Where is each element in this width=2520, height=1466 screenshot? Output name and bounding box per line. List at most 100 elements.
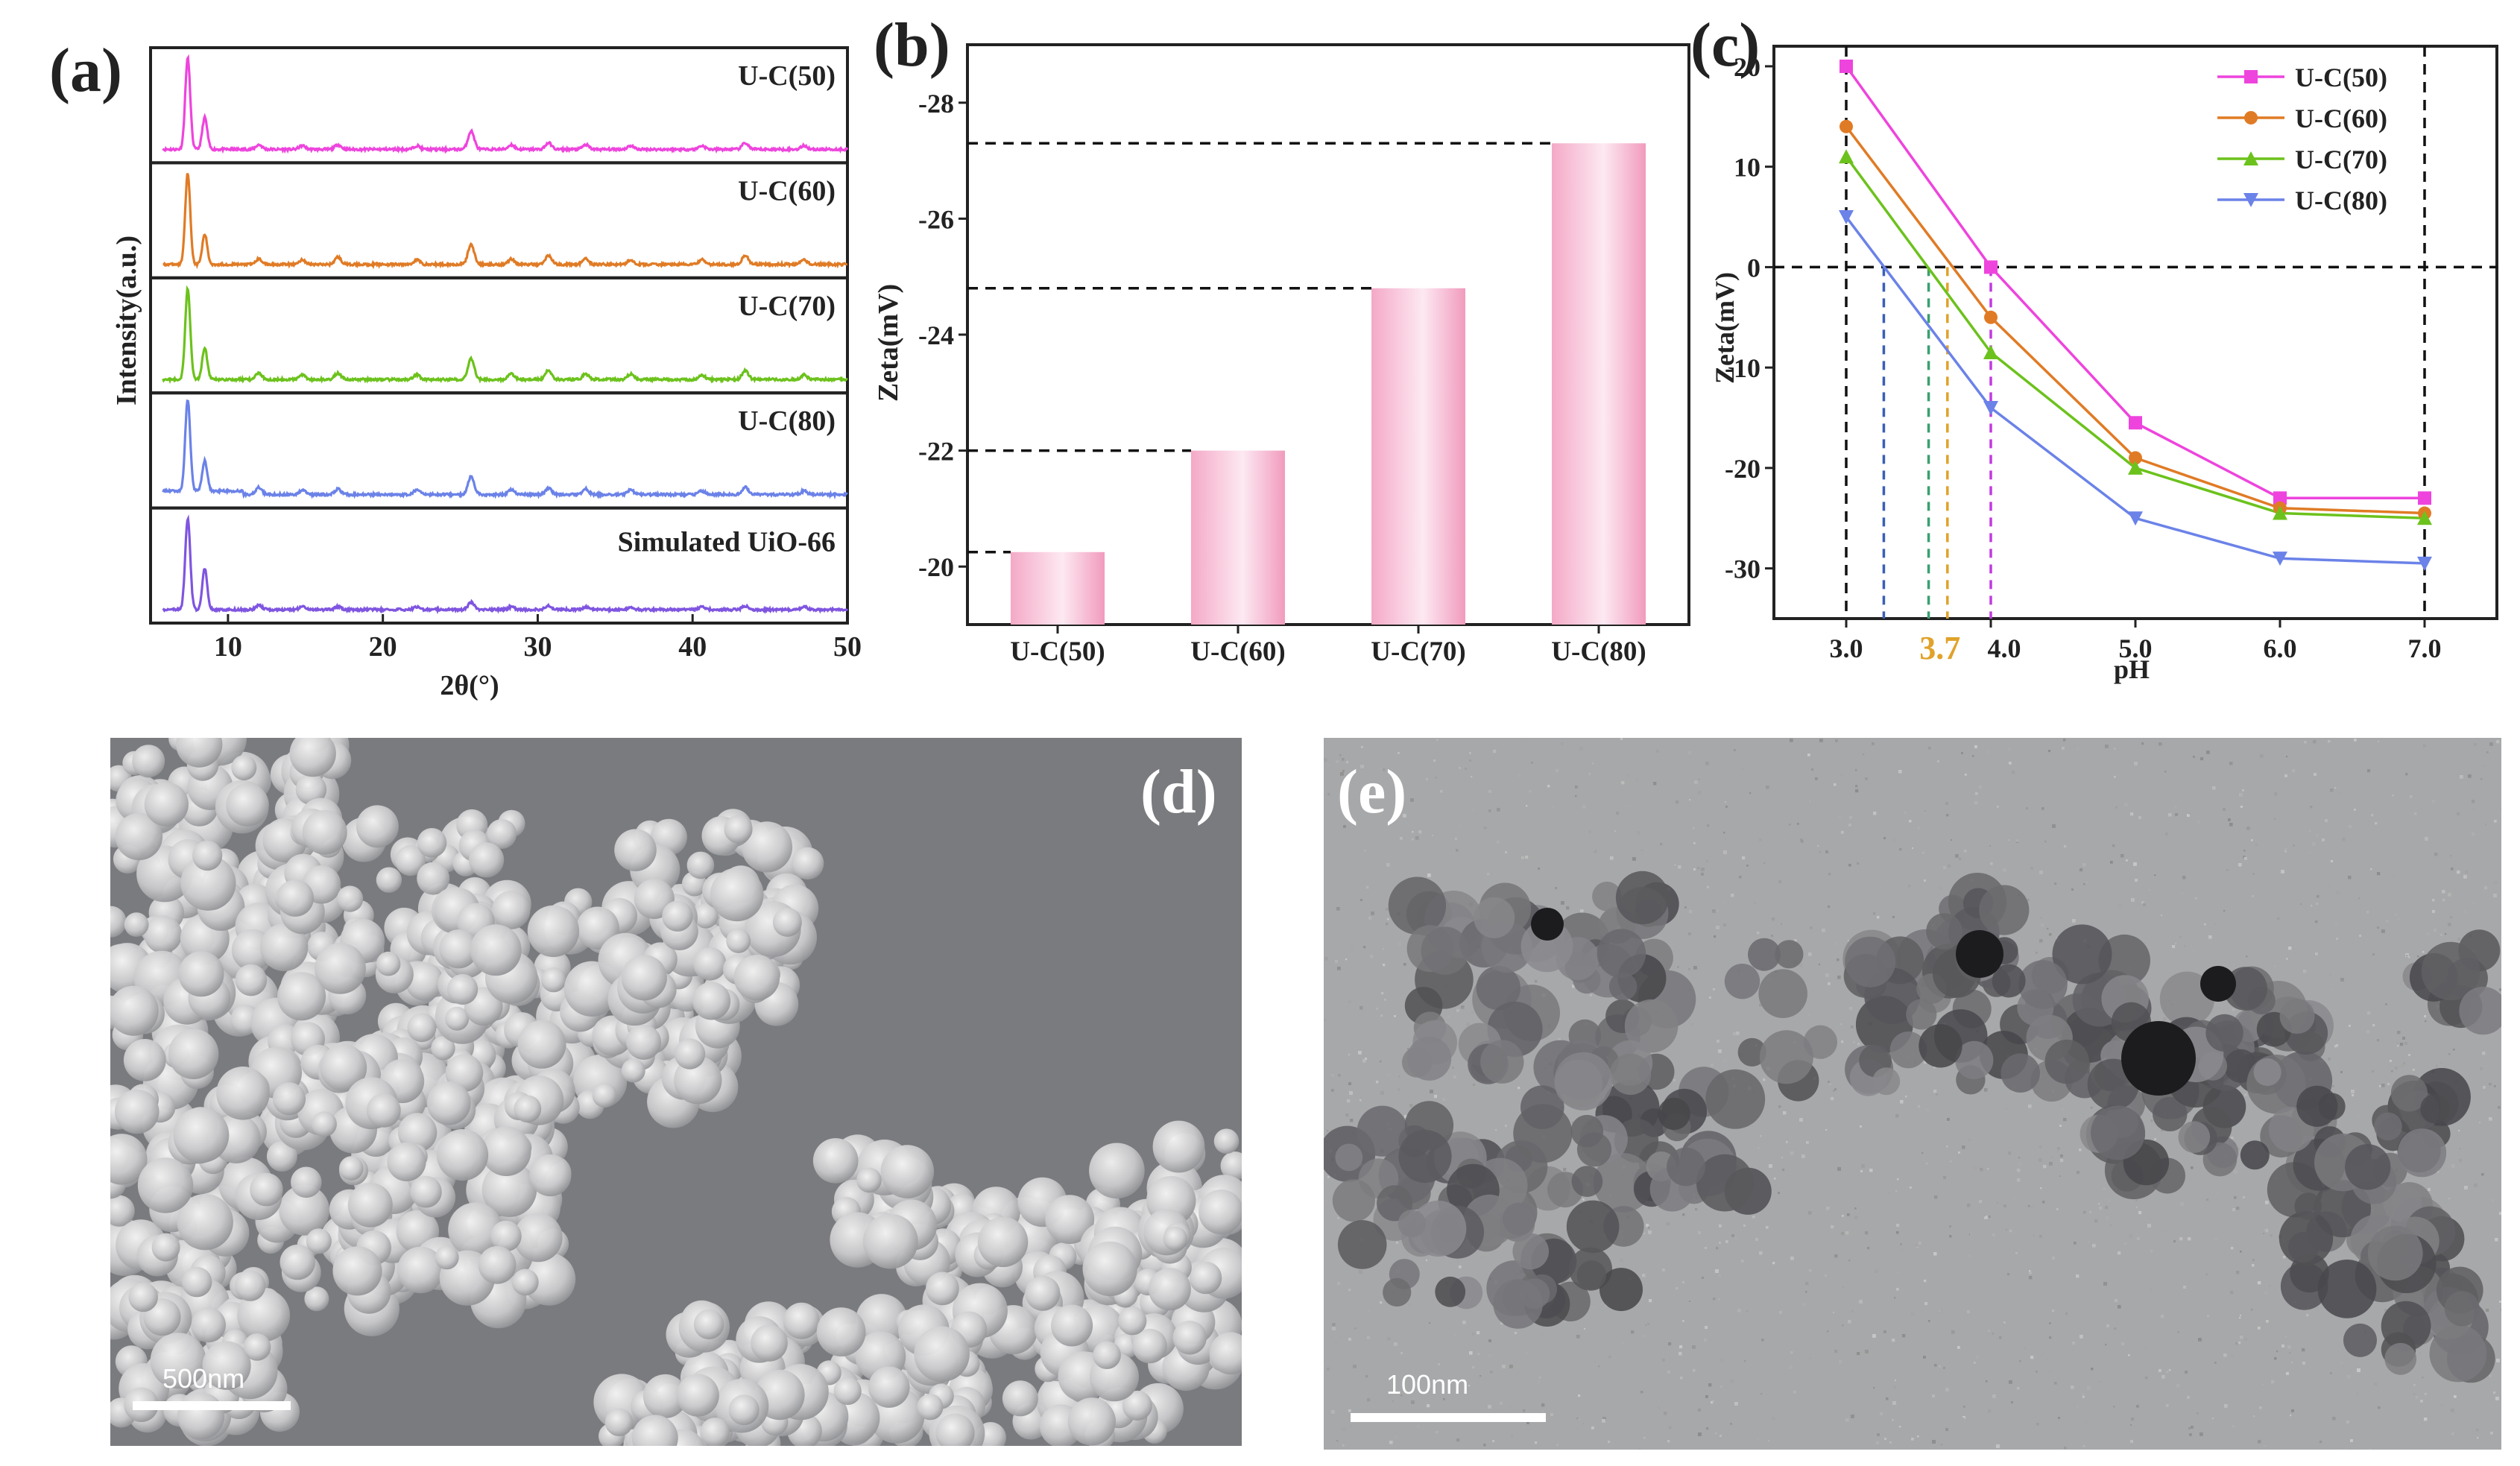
tem-noise: [2052, 824, 2056, 828]
tem-noise: [1828, 873, 1831, 876]
tem-noise: [1386, 863, 1390, 867]
tem-noise: [1725, 1240, 1728, 1243]
tem-noise: [2205, 1273, 2208, 1276]
sem-particle: [260, 923, 309, 972]
tem-noise: [1572, 985, 1576, 988]
sem-particle: [1172, 1321, 1207, 1355]
tem-noise: [1717, 909, 1720, 912]
tem-noise: [1688, 968, 1690, 970]
sem-particle: [202, 1341, 251, 1390]
tem-noise: [2214, 1175, 2217, 1179]
tem-noise: [2077, 1171, 2080, 1174]
tem-noise: [2330, 1372, 2332, 1374]
tem-noise: [1921, 1152, 1924, 1154]
tem-noise: [1443, 1398, 1445, 1400]
tem-noise: [2244, 1338, 2248, 1342]
sem-particle: [417, 828, 447, 858]
tem-noise: [1937, 760, 1939, 762]
tem-noise: [1327, 793, 1330, 796]
tem-noise: [1970, 1232, 1974, 1236]
tem-noise: [2150, 1289, 2153, 1291]
sem-particle: [315, 943, 366, 994]
tem-noise: [1811, 768, 1814, 771]
tem-noise: [2154, 1138, 2156, 1140]
tem-noise: [2089, 1211, 2091, 1213]
tem-noise: [2352, 1094, 2355, 1097]
tem-noise: [2336, 1044, 2339, 1047]
tem-noise: [2057, 1147, 2060, 1150]
tem-noise: [2039, 939, 2043, 943]
tem-noise: [2348, 876, 2352, 879]
tem-noise: [1412, 838, 1414, 841]
tem-noise: [2402, 1037, 2405, 1040]
tem-noise: [2495, 1397, 2499, 1400]
tem-noise: [1847, 1213, 1850, 1216]
tem-noise: [1452, 1067, 1454, 1069]
sem-particle: [250, 1172, 283, 1207]
sem-particle: [862, 1213, 918, 1269]
zeta-xtick-label-3: 6.0: [2264, 634, 2297, 663]
sem-particle: [448, 1202, 503, 1257]
tem-noise: [2031, 1206, 2034, 1209]
tem-noise: [1996, 1444, 2000, 1448]
tem-noise: [1705, 1395, 1708, 1398]
tem-noise: [2115, 1299, 2118, 1303]
tem-noise: [1888, 1192, 1890, 1195]
tem-noise: [2397, 1031, 2401, 1034]
tem-noise: [2413, 1393, 2416, 1395]
tem-noise: [1398, 943, 1401, 946]
tem-particle: [2205, 1014, 2243, 1052]
tem-noise: [2009, 762, 2012, 765]
tem-noise: [1725, 806, 1728, 808]
tem-noise: [1939, 1310, 1941, 1312]
tem-noise: [1324, 758, 1327, 762]
tem-noise: [2149, 889, 2150, 891]
tem-noise: [1873, 912, 1876, 915]
tem-noise: [2240, 1315, 2241, 1316]
tem-noise: [2258, 1281, 2261, 1285]
tem-noise: [1626, 774, 1629, 777]
tem-noise: [2228, 818, 2231, 821]
sem-particle: [675, 1038, 706, 1070]
tem-noise: [1695, 1208, 1698, 1211]
tem-noise: [1834, 1254, 1838, 1258]
tem-noise: [1840, 774, 1843, 777]
tem-noise: [2284, 848, 2287, 851]
tem-noise: [2072, 919, 2076, 923]
zeta-series-points: [1839, 59, 2432, 571]
tem-noise: [1871, 1363, 1875, 1367]
sem-particle: [356, 805, 399, 848]
tem-noise: [1698, 1432, 1702, 1436]
tem-noise: [2060, 1159, 2064, 1163]
tem-noise: [2145, 1377, 2148, 1380]
tem-noise: [2031, 790, 2035, 794]
sem-particle: [1082, 1241, 1137, 1297]
tem-noise: [2173, 1240, 2176, 1242]
tem-noise: [2398, 918, 2400, 920]
tem-noise: [1993, 800, 1995, 803]
tem-noise: [2136, 1207, 2138, 1208]
tem-noise: [1509, 1406, 1513, 1409]
tem-noise: [1438, 1371, 1441, 1374]
sem-particle: [407, 1013, 437, 1043]
tem-noise: [1348, 1054, 1351, 1056]
tem-noise: [2064, 1447, 2067, 1450]
tem-noise: [2252, 1259, 2255, 1261]
tem-noise: [1342, 1444, 1345, 1447]
tem-noise: [2161, 1128, 2164, 1132]
tem-noise: [2094, 1219, 2098, 1223]
tem-noise: [1898, 770, 1902, 774]
tem-noise: [2416, 1396, 2419, 1399]
tem-noise: [2229, 823, 2233, 827]
tem-noise: [2351, 1090, 2355, 1093]
sem-particle: [266, 1141, 297, 1172]
sem-particle: [180, 855, 236, 911]
tem-noise: [1828, 982, 1831, 985]
sem-particle: [856, 1294, 908, 1346]
tem-particle: [2345, 1144, 2391, 1190]
tem-noise: [1640, 849, 1643, 852]
tem-noise: [1793, 1391, 1796, 1394]
tem-noise: [1556, 1444, 1559, 1447]
tem-noise: [1342, 758, 1345, 761]
